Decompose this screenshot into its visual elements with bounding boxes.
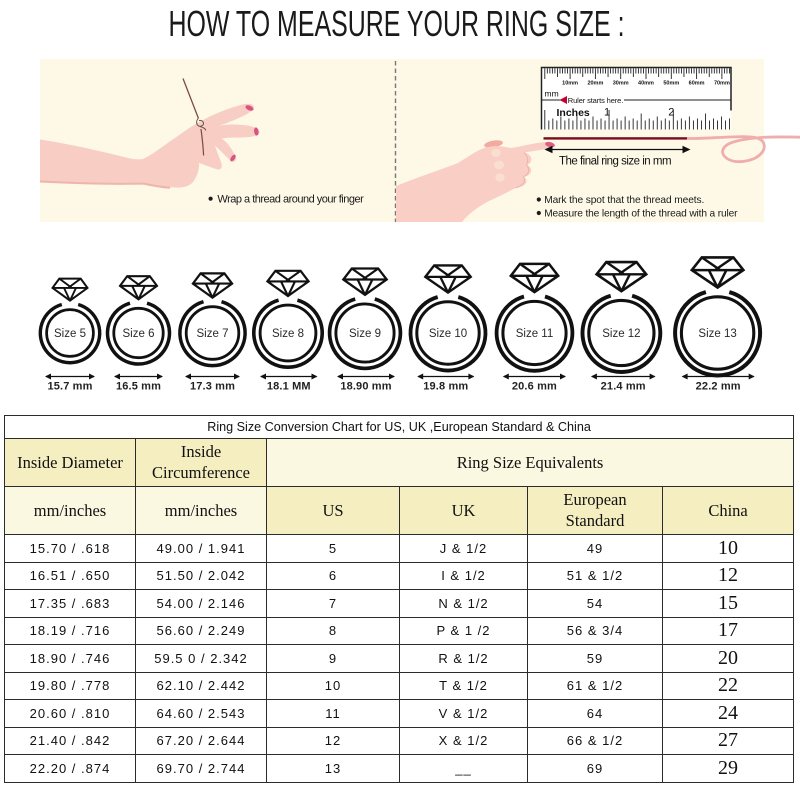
svg-text:50mm: 50mm <box>663 81 679 87</box>
svg-text:19.8 mm: 19.8 mm <box>423 381 468 393</box>
svg-text:mm: mm <box>545 89 559 99</box>
svg-text:Size 8: Size 8 <box>272 328 304 340</box>
svg-text:70mm: 70mm <box>714 81 730 87</box>
svg-text:Mark the spot that the thread: Mark the spot that the thread meets. <box>544 195 704 206</box>
svg-text:18.90 mm: 18.90 mm <box>340 381 391 393</box>
svg-text:Size 10: Size 10 <box>429 328 467 340</box>
svg-text:1: 1 <box>604 107 610 119</box>
svg-text:30mm: 30mm <box>613 81 629 87</box>
svg-text:21.4 mm: 21.4 mm <box>601 381 646 393</box>
svg-text:Measure the length of the thre: Measure the length of the thread with a … <box>544 209 738 220</box>
svg-text:16.5 mm: 16.5 mm <box>116 381 161 393</box>
svg-text:60mm: 60mm <box>689 81 705 87</box>
svg-text:Size 9: Size 9 <box>349 328 381 340</box>
svg-text:15.7 mm: 15.7 mm <box>47 381 92 393</box>
svg-text:The final ring size in mm: The final ring size in mm <box>559 156 671 168</box>
svg-text:Size 13: Size 13 <box>698 328 736 340</box>
svg-text:40mm: 40mm <box>638 81 654 87</box>
svg-text:20.6 mm: 20.6 mm <box>512 381 557 393</box>
svg-text:Inches: Inches <box>557 107 590 119</box>
svg-text:Wrap a thread around your fing: Wrap a thread around your finger <box>217 193 364 205</box>
svg-text:Size 6: Size 6 <box>123 328 155 340</box>
svg-text:17.3 mm: 17.3 mm <box>190 381 235 393</box>
svg-text:Size 7: Size 7 <box>197 328 229 340</box>
svg-text:18.1 MM: 18.1 MM <box>267 381 311 393</box>
svg-text:Ruler starts here.: Ruler starts here. <box>568 96 623 105</box>
svg-text:Size 5: Size 5 <box>54 328 86 340</box>
svg-text:2: 2 <box>668 107 674 119</box>
svg-text:Size 12: Size 12 <box>602 328 640 340</box>
svg-text:20mm: 20mm <box>587 81 603 87</box>
svg-text:10mm: 10mm <box>562 81 578 87</box>
svg-text:22.2 mm: 22.2 mm <box>696 381 741 393</box>
svg-text:Size 11: Size 11 <box>516 328 554 340</box>
